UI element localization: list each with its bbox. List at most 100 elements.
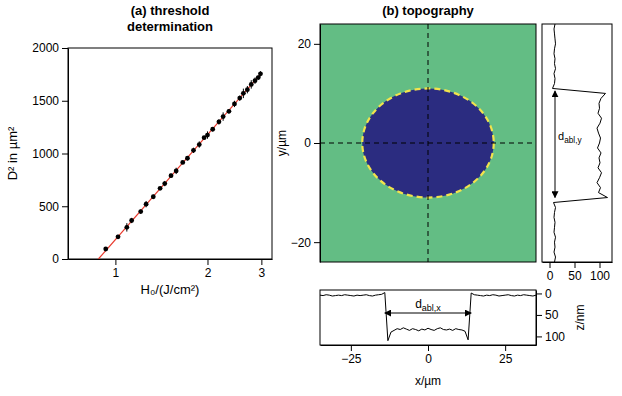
tick-label: 2 bbox=[205, 266, 212, 280]
data-point bbox=[237, 96, 242, 101]
tick-mark bbox=[505, 345, 506, 351]
data-point bbox=[249, 82, 254, 87]
data-point bbox=[191, 148, 196, 153]
data-point bbox=[138, 209, 143, 214]
data-point bbox=[116, 234, 121, 239]
y-axis-line bbox=[320, 25, 321, 263]
tick-label: 100 bbox=[545, 330, 565, 344]
y-axis: 0 500 1000 1500 2000 bbox=[32, 41, 68, 266]
tick-label: 500 bbox=[39, 200, 59, 214]
tick-mark bbox=[550, 262, 551, 268]
tick: 2 bbox=[205, 259, 212, 280]
tick: 0 bbox=[52, 252, 68, 266]
tick-mark bbox=[536, 315, 542, 316]
tick-label: 0 bbox=[547, 269, 554, 283]
tick-label: 0 bbox=[304, 136, 311, 150]
profile-line bbox=[320, 293, 536, 341]
tick-mark bbox=[261, 259, 262, 265]
tick-mark bbox=[62, 48, 68, 49]
panel-title: (b) topography bbox=[382, 3, 474, 18]
tick-label: 2000 bbox=[32, 41, 59, 55]
tick-label: 50 bbox=[568, 269, 582, 283]
image-area bbox=[320, 24, 536, 262]
surface bbox=[320, 24, 536, 262]
tick-mark bbox=[351, 345, 352, 351]
y-axis-title: D² in µm² bbox=[5, 126, 20, 180]
plot-area bbox=[320, 293, 536, 341]
tick: −25 bbox=[341, 345, 362, 366]
tick: 20 bbox=[298, 37, 320, 51]
profile-line bbox=[553, 24, 608, 262]
y-axis-title: y/µm bbox=[275, 130, 289, 156]
tick: 100 bbox=[590, 262, 610, 283]
tick-mark bbox=[536, 336, 542, 337]
tick-mark bbox=[62, 259, 68, 260]
data-point bbox=[180, 160, 185, 165]
data-point bbox=[258, 71, 263, 76]
tick-mark bbox=[207, 259, 208, 265]
crosshair-horizontal bbox=[320, 143, 536, 144]
tick: 0 bbox=[536, 287, 552, 301]
plot-area bbox=[98, 71, 262, 259]
annotation-symbol: d bbox=[415, 297, 422, 311]
x-axis: 0 50 100 bbox=[543, 262, 613, 283]
tick-label: 0 bbox=[425, 352, 432, 366]
annotation-label: dabl,y bbox=[558, 130, 582, 144]
tick-mark bbox=[314, 44, 320, 45]
data-point bbox=[169, 173, 174, 178]
data-point bbox=[197, 142, 202, 147]
tick-mark bbox=[62, 206, 68, 207]
y-axis: 0 50 100 bbox=[536, 287, 565, 346]
data-point bbox=[241, 91, 246, 96]
data-point bbox=[217, 119, 222, 124]
plot-frame bbox=[68, 48, 272, 259]
tick-label: 3 bbox=[259, 266, 266, 280]
tick: 1 bbox=[113, 259, 120, 280]
tick-mark bbox=[600, 262, 601, 268]
tick: 0 bbox=[304, 136, 320, 150]
data-point bbox=[227, 109, 232, 114]
data-point bbox=[210, 127, 215, 132]
tick-mark bbox=[575, 262, 576, 268]
y-axis-line bbox=[68, 49, 69, 260]
tick: 500 bbox=[39, 200, 68, 214]
tick-label: 1500 bbox=[32, 94, 59, 108]
tick: 1500 bbox=[32, 94, 68, 108]
data-point bbox=[245, 87, 250, 92]
tick: 0 bbox=[547, 262, 554, 283]
y-axis: −20020 bbox=[291, 25, 321, 263]
y-axis-title: z/nm bbox=[573, 304, 587, 330]
tick-label: −25 bbox=[341, 352, 362, 366]
data-point bbox=[144, 202, 149, 207]
annotation-subscript: abl,x bbox=[422, 303, 442, 313]
image-frame bbox=[320, 24, 536, 262]
annotation-subscript: abl,y bbox=[564, 136, 582, 145]
tick: 100 bbox=[536, 330, 565, 344]
tick: 50 bbox=[536, 308, 559, 322]
tick: 2000 bbox=[32, 41, 68, 55]
tick-mark bbox=[428, 345, 429, 351]
tick-label: 1 bbox=[113, 266, 120, 280]
figure: 1230500100015002000(a) thresholddetermin… bbox=[0, 0, 622, 396]
tick-mark bbox=[62, 154, 68, 155]
tick: 1000 bbox=[32, 147, 68, 161]
tick-label: 100 bbox=[590, 269, 610, 283]
tick-mark bbox=[115, 259, 116, 265]
plot-frame bbox=[320, 290, 536, 345]
data-point bbox=[129, 218, 134, 223]
annotation-arrow bbox=[555, 91, 556, 198]
x-axis: −25025 bbox=[321, 345, 537, 366]
tick-label: 0 bbox=[545, 287, 552, 301]
data-point bbox=[103, 247, 108, 252]
x-axis-title: H₀/(J/cm²) bbox=[141, 282, 200, 297]
annotation-label: dabl,x bbox=[415, 297, 441, 313]
x-axis-line bbox=[543, 262, 613, 263]
x-axis: 1 2 3 bbox=[69, 259, 273, 280]
plot-area bbox=[553, 24, 608, 262]
plot-frame bbox=[542, 24, 612, 262]
tick-mark bbox=[314, 242, 320, 243]
data-point bbox=[205, 133, 210, 138]
tick-mark bbox=[314, 143, 320, 144]
data-point bbox=[151, 194, 156, 199]
data-point bbox=[124, 225, 129, 230]
